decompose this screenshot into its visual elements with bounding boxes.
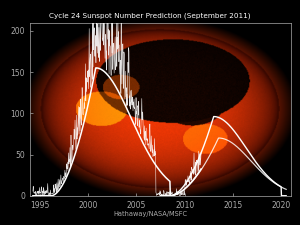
Text: Hathaway/NASA/MSFC: Hathaway/NASA/MSFC <box>113 211 187 217</box>
Text: Cycle 24 Sunspot Number Prediction (September 2011): Cycle 24 Sunspot Number Prediction (Sept… <box>49 12 251 19</box>
